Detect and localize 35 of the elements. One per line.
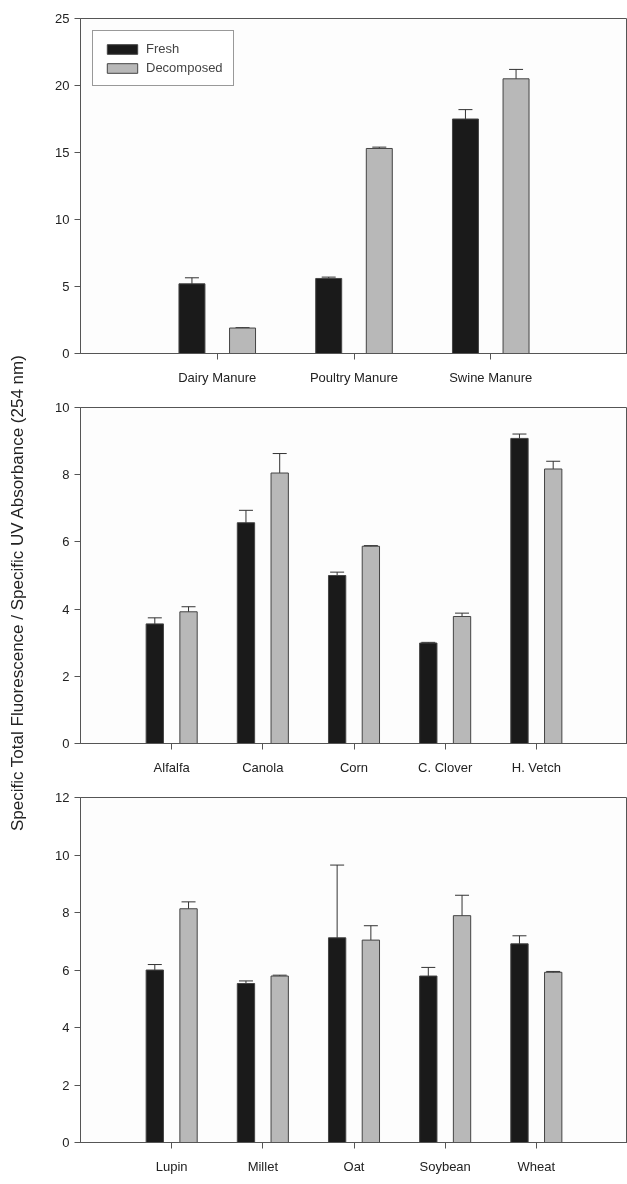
y-tick-label: 20	[55, 78, 70, 93]
x-tick-label: Oat	[343, 1158, 365, 1174]
x-tick-label: Corn	[339, 759, 369, 775]
x-tick-label: C. Clover	[418, 759, 473, 775]
y-axis-title: Specific Total Fluorescence / Specific UV Absorbance (254 nm)	[7, 355, 27, 832]
y-tick-label: 8	[62, 467, 70, 483]
x-tick-label: Poultry Manure	[309, 369, 399, 385]
x-tick-label: Wheat	[517, 1158, 556, 1174]
y-tick-label: 6	[62, 962, 70, 978]
x-tick-label: Lupin	[155, 1158, 188, 1174]
x-tick-label: Canola	[242, 759, 285, 775]
x-tick-label: Alfalfa	[153, 759, 191, 775]
y-tick-label: 0	[62, 346, 70, 361]
y-tick-label: 6	[62, 534, 70, 550]
y-tick-label: 0	[62, 736, 70, 751]
y-tick-label: 2	[62, 1077, 70, 1093]
y-tick-label: 5	[62, 279, 70, 294]
x-tick-label: Dairy Manure	[178, 369, 257, 385]
x-tick-label: Swine Manure	[449, 369, 533, 385]
legend-label: Decomposed	[146, 60, 223, 75]
y-tick-label: 2	[62, 668, 70, 684]
legend-label: Fresh	[146, 41, 180, 56]
x-tick-label: Soybean	[419, 1158, 471, 1174]
y-tick-label: 4	[62, 1020, 70, 1035]
y-tick-label: 15	[55, 145, 70, 160]
y-tick-label: 0	[62, 1135, 70, 1150]
y-tick-label: 25	[55, 11, 70, 26]
y-tick-label: 10	[55, 212, 70, 227]
y-tick-label: 10	[55, 847, 70, 863]
y-tick-label: 10	[55, 400, 70, 415]
x-tick-label: Millet	[247, 1158, 279, 1174]
x-tick-label: H. Vetch	[511, 759, 561, 775]
y-tick-label: 8	[62, 905, 70, 920]
y-tick-label: 4	[62, 601, 70, 617]
y-tick-label: 12	[55, 790, 70, 805]
